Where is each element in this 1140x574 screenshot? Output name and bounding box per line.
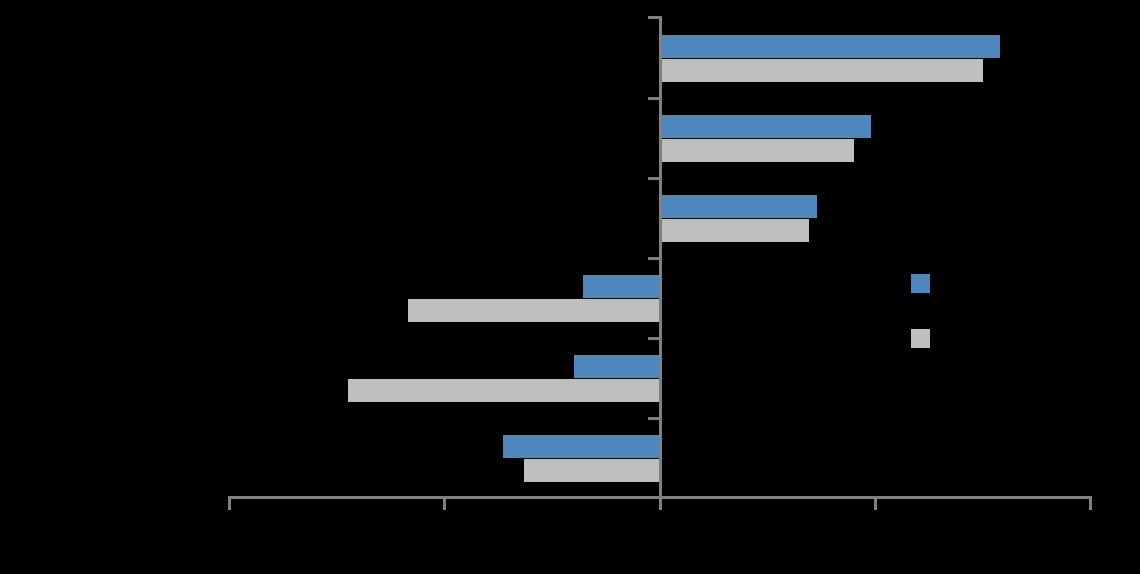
x-axis-tick <box>443 499 447 510</box>
legend-swatch-series2 <box>911 329 930 348</box>
x-axis-tick <box>873 499 877 510</box>
bar-series1-row4 <box>582 274 660 298</box>
bar-series2-row4 <box>408 298 660 322</box>
bar-series1-row5 <box>573 354 660 378</box>
bar-series2-row6 <box>524 458 660 482</box>
y-axis-line <box>658 16 662 499</box>
x-axis-line <box>228 496 1092 499</box>
y-axis-tick <box>647 257 659 260</box>
y-axis-tick <box>647 337 659 340</box>
x-axis-tick <box>228 499 231 510</box>
bar-series1-row1 <box>660 34 1001 58</box>
legend-swatch-series1 <box>911 274 930 293</box>
bar-series1-row2 <box>660 114 871 138</box>
y-axis-tick <box>647 97 659 100</box>
x-axis-tick <box>658 499 662 510</box>
bar-series2-row2 <box>660 138 854 162</box>
y-axis-tick <box>647 16 659 19</box>
bar-series2-row5 <box>347 378 660 402</box>
y-axis-tick <box>647 177 659 180</box>
bar-series1-row6 <box>502 434 660 458</box>
x-axis-tick <box>1089 499 1092 510</box>
y-axis-tick <box>647 417 659 420</box>
bar-series2-row1 <box>660 58 983 82</box>
bar-series1-row3 <box>660 194 818 218</box>
bar-series2-row3 <box>660 218 809 242</box>
